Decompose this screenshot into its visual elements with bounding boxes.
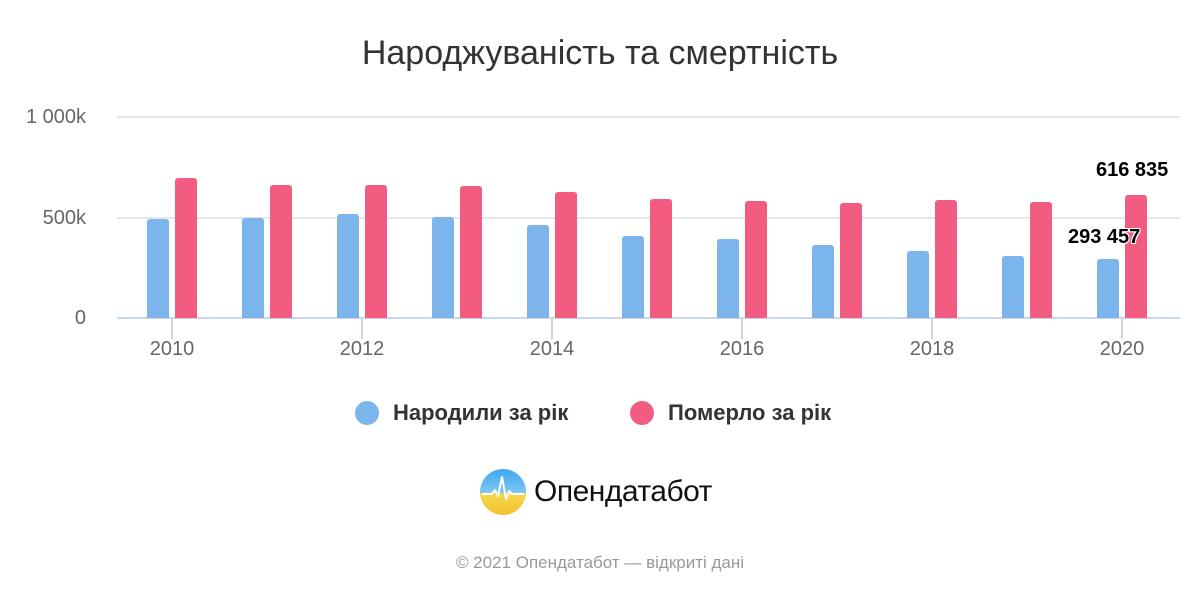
logo-text: Опендатабот — [534, 475, 712, 508]
x-tick-mark — [1121, 319, 1123, 339]
x-tick-mark — [551, 319, 553, 339]
legend-dot-births-icon — [355, 401, 379, 425]
legend-item-deaths[interactable]: Померло за рік — [630, 398, 831, 428]
x-tick-mark — [741, 319, 743, 339]
bar-births-2018[interactable] — [907, 251, 929, 318]
legend-label-births: Народили за рік — [393, 400, 569, 425]
x-tick-mark — [361, 319, 363, 339]
data-label-births-2020: 293 457 — [1068, 226, 1141, 248]
x-label-2014: 2014 — [529, 338, 575, 360]
gridline-500k — [117, 217, 1180, 219]
bar-births-2017[interactable] — [812, 245, 834, 318]
bar-births-2012[interactable] — [337, 214, 359, 318]
legend-item-births[interactable]: Народили за рік — [355, 398, 568, 428]
bar-births-2020[interactable] — [1097, 259, 1119, 318]
bar-births-2011[interactable] — [242, 218, 264, 318]
opendatabot-logo: Опендатабот — [480, 468, 712, 516]
bar-deaths-2011[interactable] — [270, 185, 292, 318]
bar-births-2015[interactable] — [622, 236, 644, 318]
x-label-2016: 2016 — [719, 338, 765, 360]
bar-births-2010[interactable] — [147, 219, 169, 318]
x-label-2018: 2018 — [909, 338, 955, 360]
y-tick-1000k: 1 000k — [25, 106, 86, 128]
y-tick-0: 0 — [74, 307, 86, 329]
legend: Народили за рік Померло за рік — [0, 398, 1200, 428]
opendatabot-logo-icon — [480, 469, 526, 515]
bar-deaths-2015[interactable] — [650, 199, 672, 318]
x-axis-line — [117, 317, 1180, 319]
bar-births-2016[interactable] — [717, 239, 739, 318]
x-label-2012: 2012 — [339, 338, 385, 360]
y-tick-500k: 500k — [42, 207, 86, 229]
bar-deaths-2017[interactable] — [840, 203, 862, 318]
chart-title: Народжуваність та смертність — [361, 34, 839, 72]
footer-copyright: © 2021 Опендатабот — відкриті дані — [455, 553, 745, 572]
legend-label-deaths: Померло за рік — [668, 400, 832, 425]
bar-deaths-2012[interactable] — [365, 185, 387, 318]
bar-deaths-2019[interactable] — [1030, 202, 1052, 318]
bar-deaths-2013[interactable] — [460, 186, 482, 318]
data-label-deaths-2020: 616 835 — [1096, 159, 1169, 181]
bar-births-2019[interactable] — [1002, 256, 1024, 318]
bar-deaths-2014[interactable] — [555, 192, 577, 318]
x-label-2010: 2010 — [149, 338, 195, 360]
plot-area: 1 000k 500k 0 2010 2012 2014 2016 2018 2… — [25, 106, 1180, 360]
bar-deaths-2016[interactable] — [745, 201, 767, 318]
bar-births-2013[interactable] — [432, 217, 454, 318]
gridline-1000k — [117, 116, 1180, 118]
x-tick-mark — [931, 319, 933, 339]
bar-deaths-2018[interactable] — [935, 200, 957, 318]
bar-deaths-2010[interactable] — [175, 178, 197, 318]
x-tick-mark — [171, 319, 173, 339]
x-label-2020: 2020 — [1099, 338, 1145, 360]
legend-dot-deaths-icon — [630, 401, 654, 425]
bar-births-2014[interactable] — [527, 225, 549, 318]
bar-deaths-2020[interactable] — [1125, 195, 1147, 318]
